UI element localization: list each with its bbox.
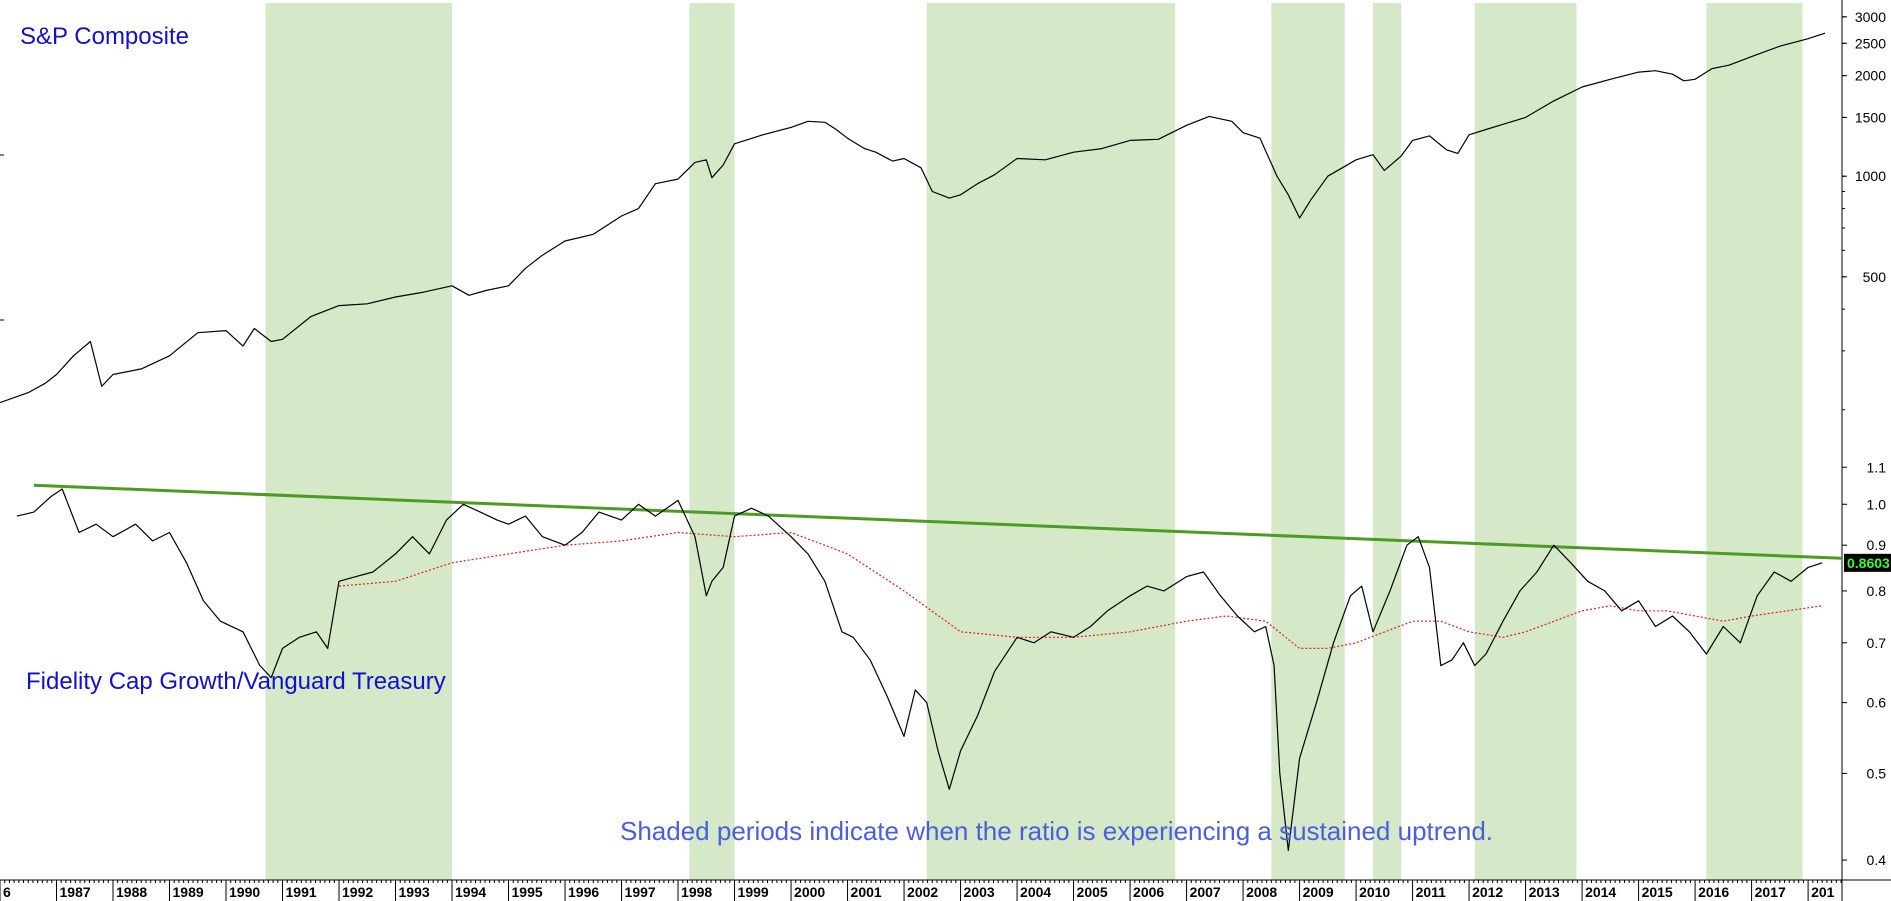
top-y-tick-label: 2000 [1855,68,1886,84]
ratio-line [16,488,1823,852]
x-tick-label: 2006 [1133,884,1164,900]
x-tick-label: 2010 [1359,884,1390,900]
shaded-period-4 [1271,3,1345,880]
x-tick-label: 2016 [1698,884,1729,900]
x-tick-label: 2002 [907,884,938,900]
bottom-y-tick-label: 0.4 [1867,852,1887,868]
x-tick-label: 1999 [738,884,769,900]
shaded-period-1 [265,3,453,880]
x-tick-label: 2007 [1190,884,1221,900]
shaded-periods [265,3,1803,880]
x-tick-label: 2001 [851,884,882,900]
x-tick-label: 6 [3,884,11,900]
last-value-label: 0.8603 [1847,555,1890,571]
shaded-period-2 [689,3,735,880]
x-tick-label: 1994 [455,884,486,900]
bottom-y-tick-label: 0.7 [1867,635,1887,651]
x-tick-label: 2014 [1585,884,1616,900]
x-tick-label: 1987 [60,884,91,900]
top-y-axis: 3000 2500 2000 1500 1000 500 [1842,9,1887,411]
top-y-tick-label: 1000 [1855,168,1886,184]
x-axis: 6 1987 1988 1989 1990 1991 1992 1993 1994 1995 199… [0,880,1842,901]
last-value-badge [1844,553,1891,572]
x-tick-label: 2004 [1020,884,1051,900]
top-y-tick-label: 500 [1863,269,1887,285]
x-tick-label: 2003 [964,884,995,900]
trendline [33,483,1843,560]
top-y-tick-label: 3000 [1855,9,1886,25]
bottom-y-tick-label: 0.6 [1867,695,1887,711]
x-tick-label: 2011 [1416,884,1447,900]
ratio-title: Fidelity Cap Growth/Vanguard Treasury [26,668,446,695]
x-tick-label: 1998 [681,884,712,900]
x-tick-label: 2017 [1755,884,1786,900]
x-tick-label: 1996 [568,884,599,900]
sp-composite-title: S&P Composite [20,23,189,50]
bottom-y-tick-label: 1.0 [1867,496,1887,512]
shaded-period-7 [1706,3,1803,880]
sp-composite-line [0,32,1826,404]
x-tick-label: 2000 [794,884,825,900]
top-y-tick-label: 2500 [1855,35,1886,51]
shaded-period-3 [926,3,1176,880]
x-tick-label: 1997 [625,884,656,900]
shaded-period-5 [1373,3,1402,880]
x-tick-label: 2015 [1642,884,1673,900]
x-tick-label: 2013 [1529,884,1560,900]
x-tick-label: 2012 [1472,884,1503,900]
x-tick-label: 1992 [342,884,373,900]
x-tick-label: 1990 [229,884,260,900]
x-tick-label: 2005 [1077,884,1108,900]
x-tick-label: 1993 [399,884,430,900]
x-tick-label: 1991 [286,884,317,900]
x-tick-label: 2009 [1303,884,1334,900]
bottom-y-tick-label: 0.8 [1867,583,1887,599]
bottom-y-tick-label: 1.1 [1867,459,1887,475]
shading-note: Shaded periods indicate when the ratio i… [620,816,1494,846]
x-tick-label: 1989 [173,884,204,900]
bottom-y-tick-label: 0.9 [1867,537,1887,553]
x-tick-label: 2008 [1246,884,1277,900]
top-y-tick-label: 1500 [1855,109,1886,125]
x-tick-label: 1995 [512,884,543,900]
x-tick-label: 1988 [116,884,147,900]
bottom-y-tick-label: 0.5 [1867,765,1887,781]
bottom-y-axis: 1.1 1.0 0.9 0.8 0.7 0.6 0.5 0.4 [1842,459,1886,868]
shaded-period-6 [1474,3,1577,880]
x-tick-label: 201 [1811,884,1835,900]
